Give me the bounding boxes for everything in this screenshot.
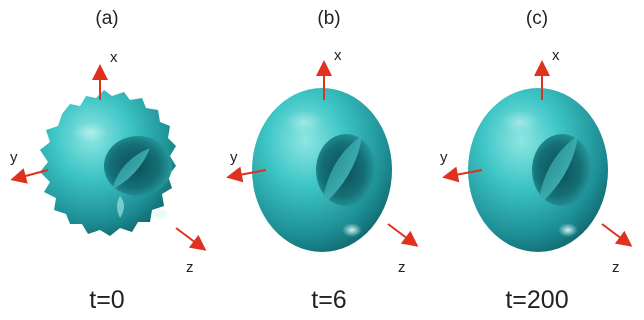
y-axis-arrow bbox=[10, 168, 49, 184]
torus-scene: x y z bbox=[440, 47, 633, 276]
panel-c: (c) x y z t=200 bbox=[430, 0, 644, 320]
inner-fold bbox=[117, 196, 124, 218]
panel-b: (b) x y z t=6 bbox=[222, 0, 436, 320]
z-axis-arrow bbox=[175, 227, 207, 251]
specular-highlight-top bbox=[284, 110, 324, 134]
y-axis-label: y bbox=[230, 149, 238, 166]
time-label: t=200 bbox=[505, 286, 569, 314]
y-axis-arrow bbox=[226, 166, 267, 183]
inner-rim bbox=[538, 136, 578, 206]
panel-label: (b) bbox=[317, 8, 341, 29]
specular-highlight bbox=[151, 208, 169, 220]
x-axis-label: x bbox=[334, 47, 342, 64]
x-axis-label: x bbox=[552, 47, 560, 64]
panel-label: (c) bbox=[525, 8, 549, 29]
specular-highlight bbox=[558, 223, 578, 237]
y-axis-arrow bbox=[442, 166, 483, 183]
inner-rim bbox=[112, 148, 150, 190]
specular-highlight-top bbox=[72, 122, 108, 142]
panel-label: (a) bbox=[95, 8, 119, 29]
time-label: t=6 bbox=[311, 286, 347, 314]
z-axis-arrow bbox=[387, 223, 419, 247]
z-axis-arrow bbox=[601, 223, 633, 247]
z-axis-label: z bbox=[186, 259, 194, 276]
z-axis-label: z bbox=[398, 259, 406, 276]
torus-scene: x y z bbox=[226, 47, 419, 276]
specular-highlight-top bbox=[500, 110, 540, 134]
z-axis-label: z bbox=[612, 259, 620, 276]
y-axis-label: y bbox=[440, 149, 448, 166]
x-axis-label: x bbox=[110, 49, 118, 66]
inner-rim bbox=[322, 136, 362, 206]
y-axis-label: y bbox=[10, 149, 18, 166]
torus-scene: x y z bbox=[10, 49, 207, 276]
specular-highlight bbox=[342, 223, 362, 237]
panel-a: (a) x y z t=0 bbox=[0, 0, 214, 320]
time-label: t=0 bbox=[89, 286, 125, 314]
